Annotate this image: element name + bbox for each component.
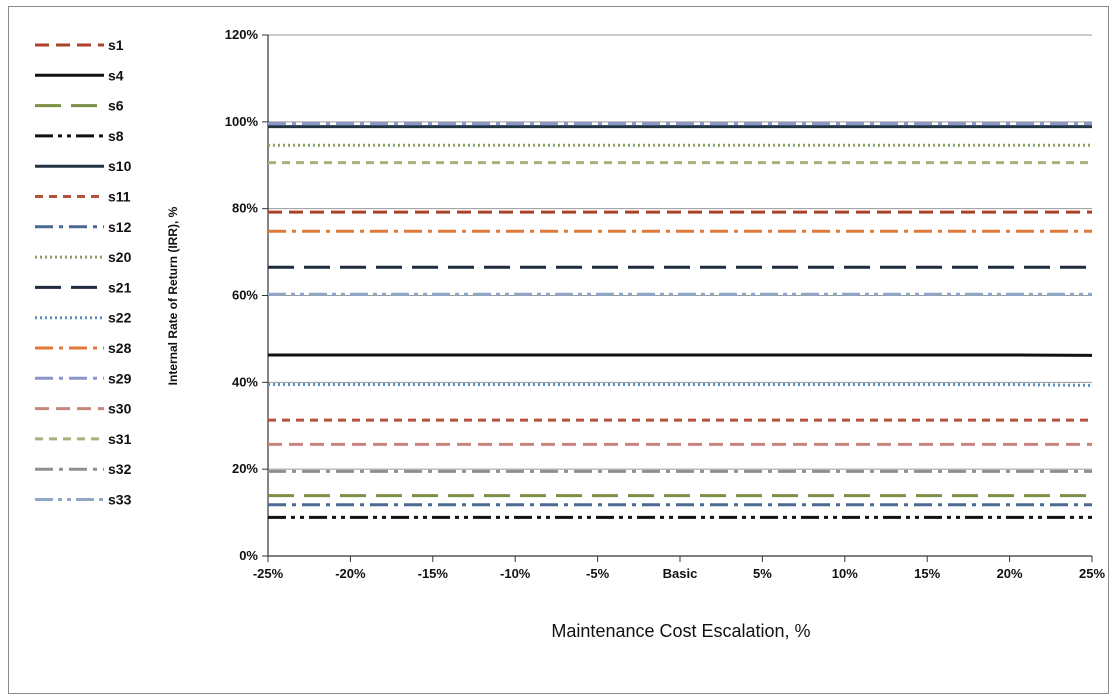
y-tick-label: 80% (232, 201, 258, 216)
legend-label-s30: s30 (108, 401, 132, 417)
legend-label-s31: s31 (108, 431, 132, 447)
legend-label-s11: s11 (108, 189, 131, 205)
x-tick-label: -15% (418, 566, 449, 581)
legend-label-s21: s21 (108, 279, 132, 295)
y-tick-label: 100% (225, 114, 259, 129)
legend-label-s4: s4 (108, 67, 124, 83)
x-tick-label: 25% (1079, 566, 1105, 581)
series-line-s22 (268, 383, 1093, 387)
x-axis-label: Maintenance Cost Escalation, % (551, 621, 810, 641)
y-tick-label: 40% (232, 374, 258, 389)
y-tick-label: 0% (239, 548, 258, 563)
x-tick-label: -5% (586, 566, 610, 581)
y-tick-label: 20% (232, 461, 258, 476)
x-tick-label: 5% (753, 566, 772, 581)
x-tick-label: -10% (500, 566, 531, 581)
legend: s1 s4 s6 s8 s10 s11 s12 s20 s21 s22 s28 s29 s30 s31 s3… (35, 37, 132, 508)
x-tick-label: Basic (663, 566, 698, 581)
legend-label-s8: s8 (108, 128, 124, 144)
legend-label-s10: s10 (108, 158, 132, 174)
series-lines (268, 122, 1093, 519)
legend-label-s29: s29 (108, 370, 132, 386)
legend-label-s6: s6 (108, 98, 124, 114)
y-tick-labels: 0% 20% 40% 60% 80% 100% 120% (225, 27, 259, 563)
legend-label-s32: s32 (108, 461, 132, 477)
y-tick-label: 60% (232, 288, 258, 303)
legend-label-s22: s22 (108, 310, 132, 326)
y-axis-label: Internal Rate of Return (IRR), % (166, 206, 180, 385)
legend-label-s20: s20 (108, 249, 132, 265)
y-tick-label: 120% (225, 27, 259, 42)
x-tick-label: -25% (253, 566, 284, 581)
legend-label-s1: s1 (108, 37, 124, 53)
legend-label-s33: s33 (108, 492, 132, 508)
legend-label-s12: s12 (108, 219, 132, 235)
x-tick-label: 10% (832, 566, 858, 581)
legend-label-s28: s28 (108, 340, 132, 356)
x-tick-label: 20% (997, 566, 1023, 581)
axes (267, 35, 1093, 562)
x-tick-labels: -25% -20% -15% -10% -5% Basic 5% 10% 15% 20% 25% (253, 566, 1106, 581)
chart-frame (8, 6, 1109, 694)
x-tick-label: 15% (914, 566, 940, 581)
x-tick-label: -20% (335, 566, 366, 581)
